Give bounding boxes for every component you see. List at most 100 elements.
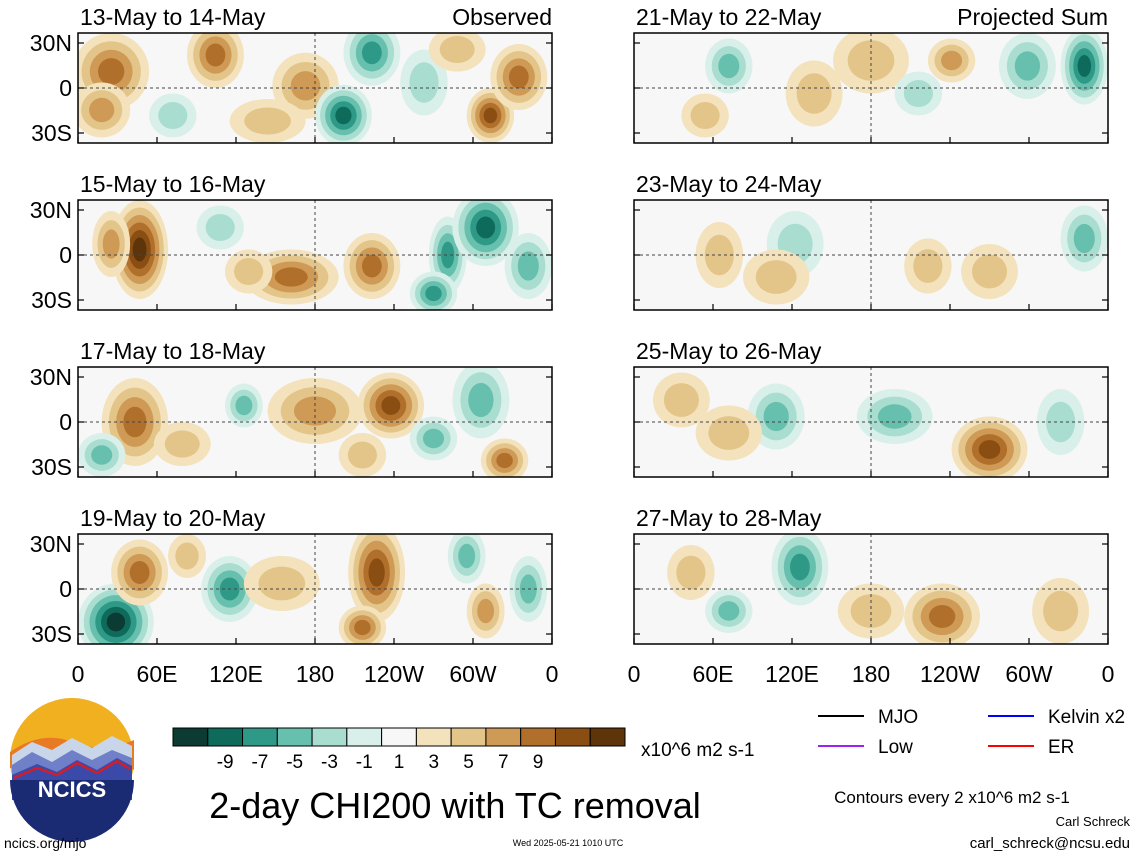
- anomaly-field: [78, 534, 548, 644]
- x-tick-label: 120E: [765, 661, 819, 687]
- anomaly-blob: [89, 97, 115, 123]
- colorbar-swatch: [311, 727, 348, 747]
- anomaly-field: [92, 200, 552, 310]
- map-panel: 27-May to 28-May: [633, 505, 1109, 645]
- colorbar-swatch: [450, 727, 487, 747]
- colorbar-swatch: [346, 727, 383, 747]
- panel-title: 15-May to 16-May: [80, 171, 266, 197]
- map-panel: 30N 0 30S 15-May to 16-May: [30, 171, 553, 313]
- x-tick-label: 60E: [693, 661, 734, 687]
- contour-note: Contours every 2 x10^6 m2 s-1: [834, 788, 1070, 807]
- panel-title: 27-May to 28-May: [636, 505, 822, 531]
- y-tick-label: 0: [59, 409, 72, 435]
- map-panel: 30N 0 30S 17-May to 18-May: [30, 338, 553, 480]
- anomaly-blob: [409, 62, 439, 103]
- anomaly-blob: [718, 601, 740, 621]
- author-email[interactable]: carl_schreck@ncsu.edu: [970, 835, 1130, 852]
- anomaly-blob: [235, 395, 253, 416]
- anomaly-blob: [290, 71, 321, 101]
- anomaly-blob: [483, 107, 498, 124]
- anomaly-blob: [439, 35, 475, 64]
- anomaly-field: [667, 534, 1090, 644]
- ncics-logo: NCICS: [10, 698, 134, 842]
- colorbar-swatch: [485, 727, 522, 747]
- anomaly-blob: [971, 254, 1008, 289]
- panel-title: 19-May to 20-May: [80, 505, 266, 531]
- anomaly-blob: [335, 106, 352, 125]
- anomaly-blob: [368, 558, 385, 587]
- x-tick-label: 60W: [449, 661, 497, 687]
- colorbar-swatch: [554, 727, 591, 747]
- anomaly-blob: [132, 237, 147, 262]
- legend-label: Low: [878, 737, 913, 758]
- anomaly-blob: [850, 594, 892, 628]
- longitude-axes: 0 60E 120E 180 120W 60W 0 0 60E 120E 180 120W 60W 0: [72, 137, 1115, 687]
- legend-label: Kelvin x2: [1048, 707, 1125, 728]
- colorbar-level: -9: [217, 752, 234, 773]
- anomaly-field: [78, 367, 529, 477]
- anomaly-blob: [381, 396, 401, 415]
- colorbar-level: 1: [394, 752, 405, 773]
- timestamp: Wed 2025-05-21 1010 UTC: [513, 838, 624, 848]
- y-tick-label: 0: [59, 576, 72, 602]
- anomaly-blob: [441, 241, 455, 269]
- colorbar-swatch: [172, 727, 209, 747]
- x-tick-label: 60W: [1005, 661, 1053, 687]
- colorbar-level: -3: [321, 752, 338, 773]
- anomaly-blob: [106, 612, 126, 632]
- x-tick-label: 120W: [920, 661, 980, 687]
- map-panel: 30N 0 30S 13-May to 14-May Observed: [30, 4, 553, 146]
- anomaly-blob: [913, 249, 943, 283]
- x-tick-label: 120E: [209, 661, 263, 687]
- anomaly-blob: [796, 73, 832, 114]
- colorbar-units: x10^6 m2 s-1: [641, 740, 754, 761]
- anomaly-blob: [425, 285, 442, 302]
- y-tick-label: 0: [59, 75, 72, 101]
- anomaly-blob: [102, 229, 120, 259]
- anomaly-blob: [928, 605, 956, 628]
- anomaly-blob: [244, 107, 291, 135]
- anomaly-blob: [274, 267, 308, 287]
- panel-title: 25-May to 26-May: [636, 338, 822, 364]
- anomaly-blob: [347, 441, 377, 469]
- anomaly-blob: [1014, 51, 1041, 81]
- colorbar-level: -5: [286, 752, 303, 773]
- anomaly-blob: [234, 257, 264, 286]
- colorbar-swatch: [589, 727, 626, 747]
- y-tick-label: 30S: [31, 621, 72, 647]
- anomaly-blob: [847, 40, 895, 81]
- logo-text: NCICS: [38, 777, 106, 802]
- colorbar-level: 5: [463, 752, 474, 773]
- legend: MJO Kelvin x2 Low ER: [818, 707, 1125, 758]
- site-link[interactable]: ncics.org/mjo: [4, 835, 87, 851]
- anomaly-blob: [361, 41, 382, 65]
- x-tick-label: 60E: [137, 661, 178, 687]
- figure-title: 2-day CHI200 with TC removal: [209, 785, 701, 826]
- panel-title: 23-May to 24-May: [636, 171, 822, 197]
- anomaly-blob: [129, 561, 150, 584]
- anomaly-blob: [158, 101, 188, 130]
- map-panel: 23-May to 24-May: [633, 171, 1109, 311]
- anomaly-blob: [91, 445, 113, 465]
- y-tick-label: 30S: [31, 287, 72, 313]
- panel-title: 13-May to 14-May: [80, 4, 266, 30]
- anomaly-blob: [1077, 55, 1092, 77]
- author-name: Carl Schreck: [1056, 814, 1131, 829]
- colorbar-swatch: [207, 727, 244, 747]
- anomaly-blob: [354, 619, 371, 636]
- colorbar-level: 3: [428, 752, 439, 773]
- legend-label: MJO: [878, 707, 918, 728]
- anomaly-blob: [708, 416, 750, 450]
- anomaly-blob: [508, 65, 529, 89]
- anomaly-blob: [164, 430, 200, 458]
- x-tick-label: 0: [1102, 661, 1115, 687]
- anomaly-blob: [676, 555, 706, 590]
- anomaly-blob: [877, 404, 912, 429]
- panel-title: 21-May to 22-May: [636, 4, 822, 30]
- colorbar-level: 9: [533, 752, 544, 773]
- y-tick-label: 30S: [31, 454, 72, 480]
- x-tick-label: 0: [72, 661, 85, 687]
- anomaly-blob: [361, 254, 382, 278]
- anomaly-blob: [205, 43, 226, 67]
